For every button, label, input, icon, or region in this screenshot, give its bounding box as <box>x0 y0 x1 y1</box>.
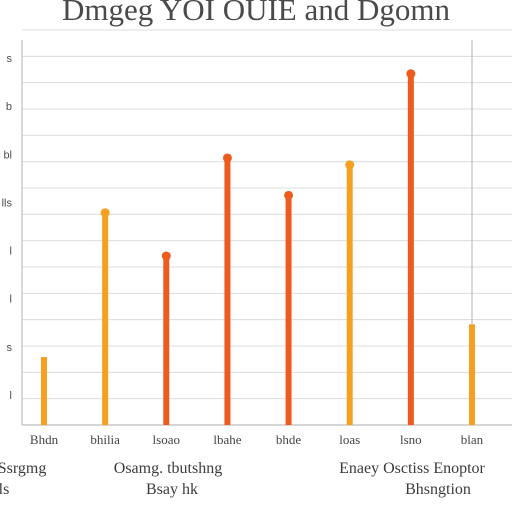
chart-title: Dmgeg YOI OUIE and Dgomn <box>62 0 450 27</box>
annotation-text: Bhsngtion <box>405 481 471 498</box>
bar-top-marker <box>161 251 171 261</box>
annotation-text: Bsay hk <box>146 481 198 498</box>
y-tick-label: s <box>7 53 13 65</box>
x-tick-label: Bhdn <box>30 432 59 447</box>
x-tick-label: blan <box>461 432 484 447</box>
bar <box>163 255 170 425</box>
bar <box>407 73 414 426</box>
bar <box>285 195 292 425</box>
y-tick-label: l <box>10 390 12 402</box>
axes <box>21 40 512 426</box>
y-tick-label: s <box>7 342 13 354</box>
annotation-text: Ssrgmg <box>0 460 46 477</box>
x-tick-label: bhilia <box>90 432 120 447</box>
bar <box>102 212 109 425</box>
y-tick-label: b <box>6 101 12 113</box>
x-axis-ticks: Bhdn bhilia lsoao lbahe bhde loas lsno blan <box>30 432 484 447</box>
y-tick-label: l <box>10 246 12 258</box>
y-tick-label: l <box>10 294 12 306</box>
annotation-text: ls <box>0 481 9 498</box>
x-tick-label: lsno <box>400 432 422 447</box>
y-tick-label: bl <box>3 149 12 161</box>
bar-top-marker <box>222 153 232 163</box>
grid <box>22 29 512 426</box>
bar-top-marker <box>345 160 355 170</box>
y-tick-label: lls <box>2 197 13 209</box>
bar <box>346 164 353 425</box>
annotation-text: Enaey Osctiss Enoptor <box>339 460 485 477</box>
bar <box>469 324 475 425</box>
bars <box>41 69 475 426</box>
annotation-text: Osamg. tbutshng <box>114 460 222 477</box>
bar-top-marker <box>100 208 110 218</box>
x-tick-label: loas <box>339 432 360 447</box>
bar <box>224 157 231 426</box>
x-tick-label: lbahe <box>213 432 241 447</box>
x-tick-label: bhde <box>276 432 302 447</box>
bar-top-marker <box>284 190 294 200</box>
bar-top-marker <box>406 69 416 79</box>
bar <box>41 357 47 425</box>
x-tick-label: lsoao <box>153 432 180 447</box>
annotations: Ssrgmg ls Osamg. tbutshng Bsay hk Enaey Osct… <box>0 460 486 498</box>
